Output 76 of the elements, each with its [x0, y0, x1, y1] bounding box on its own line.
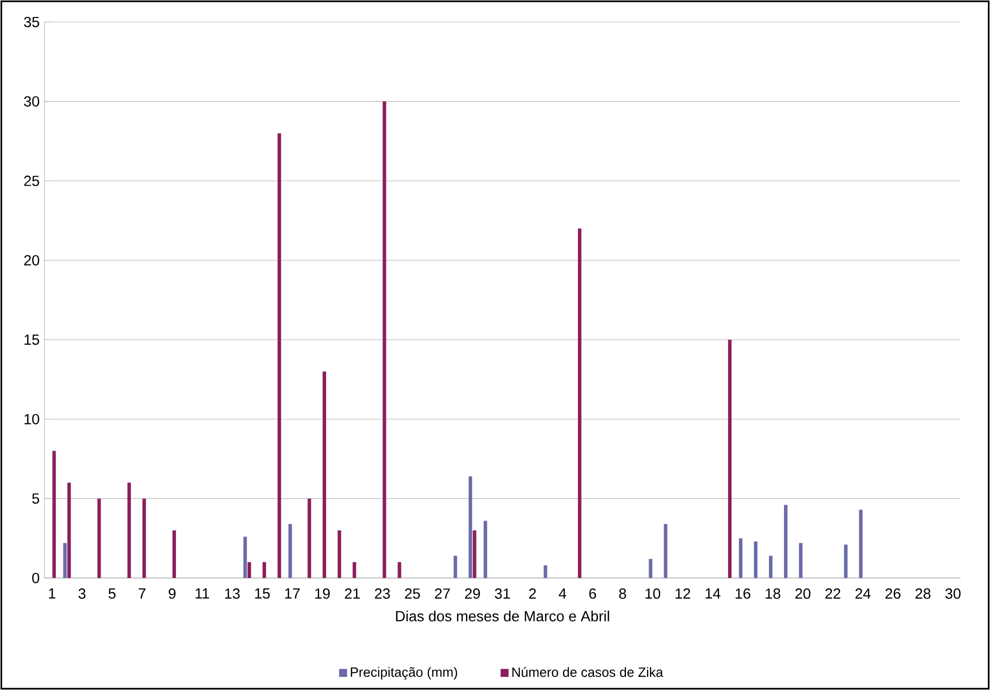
bar: [844, 544, 848, 578]
x-tick-label: 11: [196, 588, 210, 598]
x-tick-label: 1: [49, 588, 56, 598]
bar: [243, 536, 247, 578]
y-tick-label: 30: [24, 96, 40, 107]
x-tick-label: 24: [855, 588, 871, 599]
x-tick-label: 9: [168, 588, 176, 599]
bar: [52, 450, 56, 578]
x-tick-label: 18: [766, 588, 780, 599]
x-tick-label: 5: [108, 588, 116, 599]
x-tick-label: 28: [916, 588, 930, 599]
x-axis-title: Dias dos meses de Marco e Abril: [396, 610, 610, 622]
legend-label: Número de casos de Zika: [512, 666, 664, 677]
bar: [472, 530, 476, 578]
x-tick-label: 30: [945, 588, 961, 599]
x-tick-label: 16: [736, 588, 750, 599]
x-tick-label: 17: [285, 588, 300, 598]
x-tick-label: 2: [529, 588, 536, 599]
x-tick-label: 3: [78, 588, 86, 599]
y-tick-label: 35: [24, 16, 40, 28]
bar: [484, 520, 488, 578]
x-tick-label: 20: [795, 588, 810, 599]
x-tick-label: 31: [494, 588, 510, 599]
y-tick-label: 10: [24, 414, 40, 424]
x-tick-label: 6: [589, 588, 596, 599]
x-tick-label: 14: [706, 588, 720, 598]
bar: [398, 562, 402, 578]
x-tick-label: 22: [825, 588, 840, 599]
bar: [248, 562, 252, 578]
bar: [382, 101, 386, 578]
bar: [338, 530, 342, 578]
bar: [768, 556, 772, 578]
bar: [738, 538, 742, 578]
bar: [454, 556, 458, 578]
bar: [859, 510, 863, 578]
bar: [288, 524, 292, 578]
bar: [468, 476, 472, 578]
bar: [352, 562, 356, 578]
y-tick-label: 0: [32, 572, 40, 584]
x-tick-label: 29: [465, 588, 480, 599]
bar: [664, 524, 668, 578]
x-tick-label: 19: [315, 588, 330, 599]
bar: [322, 371, 326, 578]
x-tick-label: 4: [558, 588, 566, 598]
x-tick-label: 23: [374, 588, 390, 599]
x-tick-label: 21: [344, 588, 360, 599]
bar: [127, 482, 131, 578]
bar: [754, 541, 758, 578]
y-tick-label: 5: [32, 493, 40, 504]
bar: [172, 530, 176, 578]
x-tick-label: 15: [255, 588, 270, 599]
bar: [97, 498, 101, 578]
bar: [648, 558, 652, 578]
bar: [308, 498, 312, 578]
x-tick-label: 26: [885, 588, 900, 599]
bar: [67, 482, 71, 578]
x-tick-label: 8: [619, 588, 626, 599]
bar: [728, 340, 732, 578]
x-tick-label: 13: [225, 588, 240, 599]
x-tick-label: 27: [435, 588, 450, 599]
legend-label: Precipitação (mm): [350, 667, 458, 680]
bar: [262, 562, 266, 578]
x-tick-label: 25: [404, 588, 420, 599]
bar: [63, 543, 67, 578]
bar: [278, 133, 282, 578]
bar: [784, 504, 788, 578]
x-tick-label: 10: [646, 588, 660, 599]
y-tick-label: 15: [24, 334, 40, 345]
y-tick-label: 20: [24, 255, 40, 266]
bar: [142, 498, 146, 578]
bar: [544, 565, 548, 578]
bar: [798, 543, 802, 578]
x-tick-label: 12: [676, 588, 690, 599]
bar: [578, 228, 582, 578]
x-tick-label: 7: [138, 588, 146, 598]
y-tick-label: 25: [24, 176, 40, 186]
